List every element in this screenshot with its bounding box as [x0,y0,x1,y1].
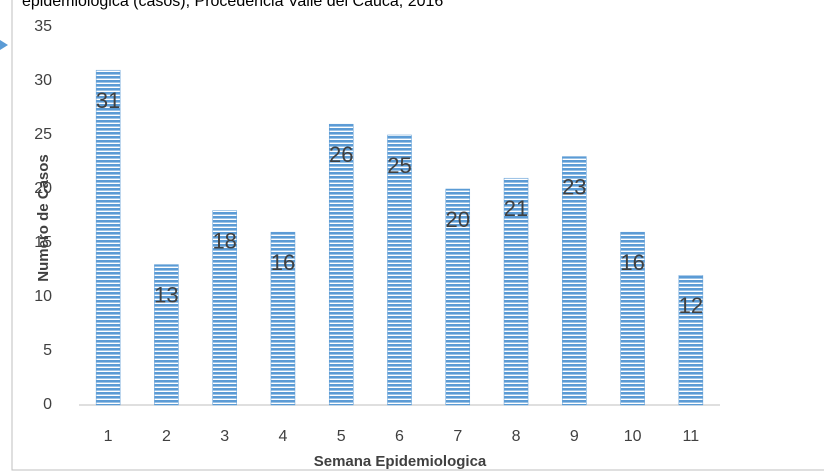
y-tick-label: 5 [43,342,52,359]
bar [154,264,179,406]
chart-border [11,0,824,471]
y-tick-label: 10 [34,288,52,305]
data-label: 21 [504,196,528,221]
x-tick-label: 1 [104,428,113,445]
x-tick-label: 10 [624,428,642,445]
x-axis-label: Semana Epidemiologica [314,453,487,470]
data-label: 13 [154,282,178,307]
y-tick-label: 30 [34,72,52,89]
x-tick-label: 3 [220,428,229,445]
bar [562,156,587,406]
data-label: 26 [329,142,353,167]
bar [503,177,529,406]
data-label: 20 [446,207,470,232]
x-tick-label: 8 [512,428,521,445]
bar [620,231,645,406]
bar [387,134,412,406]
y-axis-label: Numero de Casos [35,154,52,282]
bar [445,188,471,406]
x-tick-label: 5 [337,428,346,445]
x-tick-label: 4 [279,428,288,445]
bar [328,123,354,406]
data-label: 31 [96,88,120,113]
bar [270,231,296,406]
data-label: 25 [387,153,411,178]
data-label: 23 [562,174,586,199]
x-tick-label: 9 [570,428,579,445]
data-label: 16 [271,250,295,275]
y-tick-label: 35 [34,18,52,35]
data-label: 12 [679,293,703,318]
data-label: 16 [620,250,644,275]
y-tick-label: 25 [34,126,52,143]
y-tick-label: 20 [34,180,52,197]
data-label: 18 [212,228,236,253]
x-tick-label: 2 [162,428,171,445]
x-tick-label: 6 [395,428,404,445]
chart-title: epidemiologica (casos), Procedencia Vall… [22,0,443,10]
bar [678,275,704,406]
x-tick-label: 7 [453,428,462,445]
bar [95,69,121,406]
bar [212,210,237,406]
y-tick-label: 0 [43,396,52,413]
corner-arrow [0,40,8,50]
x-tick-label: 11 [683,428,700,445]
y-tick-label: 15 [34,234,52,251]
